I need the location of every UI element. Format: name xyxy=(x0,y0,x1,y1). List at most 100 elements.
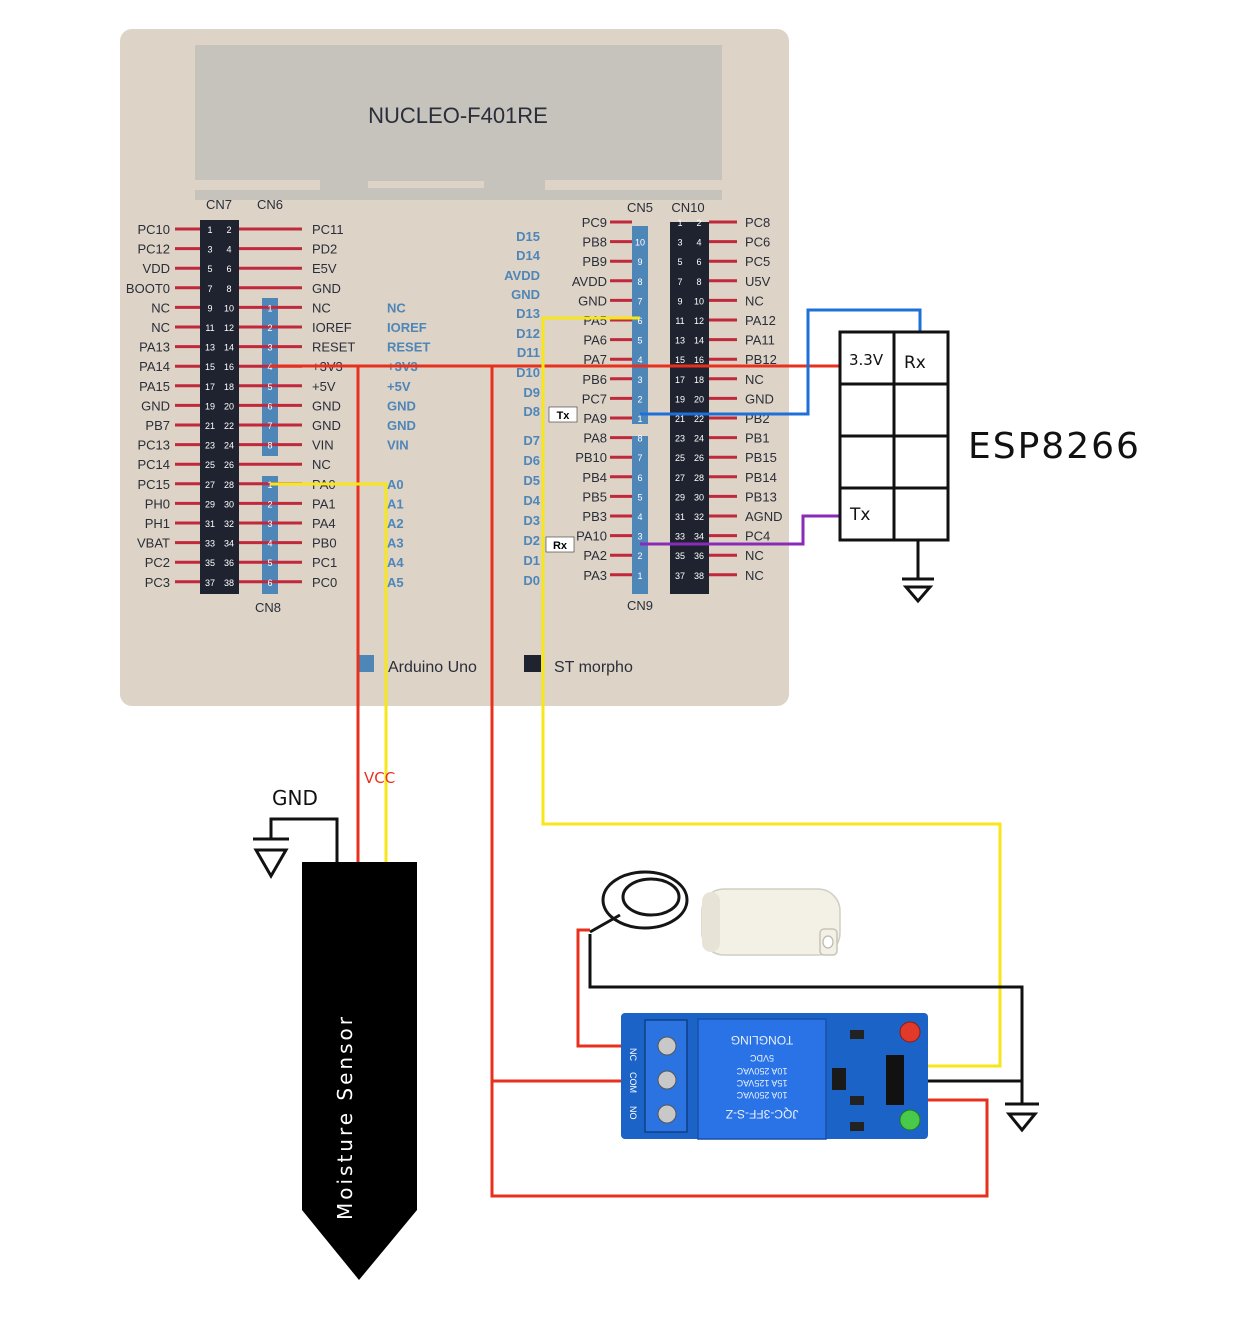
ground-icon xyxy=(253,837,289,880)
cn7-pin-label: E5V xyxy=(312,261,337,276)
arduino-analog-label: A1 xyxy=(387,496,404,511)
arduino-digital-label: D9 xyxy=(523,385,540,400)
cn7-pin-number: 18 xyxy=(224,382,234,392)
arduino-digital-label: GND xyxy=(511,287,540,302)
cn7-pin-number: 20 xyxy=(224,401,234,411)
wire-sensor-gnd xyxy=(269,817,339,862)
relay-pin-header xyxy=(886,1055,904,1105)
relay-transistor xyxy=(832,1068,846,1090)
ground-icon xyxy=(902,577,934,604)
cn7-pin-number: 28 xyxy=(224,480,234,490)
cn10-pin-number: 23 xyxy=(675,434,685,444)
cn10-pin-number: 20 xyxy=(694,394,704,404)
cn7-pin-number: 21 xyxy=(205,421,215,431)
arduino-power-label: GND xyxy=(387,418,416,433)
cn7-pin-label: PC15 xyxy=(137,477,170,492)
relay-led-green xyxy=(899,1109,921,1131)
cn10-pin-label: PB8 xyxy=(582,235,607,250)
relay-rating-2: 15A 125VAC xyxy=(736,1078,787,1088)
cn10-pin-number: 25 xyxy=(675,453,685,463)
cn7-pin-label: PC3 xyxy=(145,575,170,590)
cn7-pin-number: 8 xyxy=(226,284,231,294)
cn7-pin-number: 5 xyxy=(207,264,212,274)
cn10-pin-number: 10 xyxy=(694,296,704,306)
cn10-pin-label: PB6 xyxy=(582,372,607,387)
relay-rating-3: 10A 250VAC xyxy=(736,1066,787,1076)
cn6-pin-number: 3 xyxy=(267,343,272,353)
cn7-pin-label: PC13 xyxy=(137,438,170,453)
arduino-digital-label: D7 xyxy=(523,433,540,448)
cn7-pin-number: 26 xyxy=(224,460,234,470)
cn6-pin-number: 7 xyxy=(267,421,272,431)
relay-smd xyxy=(850,1030,864,1039)
cn7-pin-label: NC xyxy=(312,457,331,472)
cn9-pin-number: 2 xyxy=(637,551,642,561)
cn10-pin-number: 36 xyxy=(694,551,704,561)
wire-uart-tx xyxy=(640,308,922,416)
relay-terminal-nc: NC xyxy=(628,1048,638,1061)
relay-screw-no xyxy=(657,1104,677,1124)
cn7-label: CN7 xyxy=(206,197,232,212)
cn7-header xyxy=(200,220,239,594)
cn5-pin-number: 5 xyxy=(637,336,642,346)
arduino-digital-label: D4 xyxy=(523,493,540,508)
board-top-panel xyxy=(195,45,722,200)
cn7-pin-number: 36 xyxy=(224,558,234,568)
arduino-digital-label: D13 xyxy=(516,306,540,321)
cn7-pin-label: PH0 xyxy=(145,496,170,511)
arduino-digital-label: D6 xyxy=(523,453,540,468)
cn7-pin-label: PA4 xyxy=(312,516,336,531)
arduino-analog-label: A2 xyxy=(387,516,404,531)
cn7-pin-number: 15 xyxy=(205,362,215,372)
cn10-pin-label: PB14 xyxy=(745,470,777,485)
cn10-pin-number: 32 xyxy=(694,512,704,522)
cn7-pin-label: PC10 xyxy=(137,222,170,237)
panel-notch-right xyxy=(545,181,722,190)
cn7-pin-number: 29 xyxy=(205,499,215,509)
arduino-digital-label: D1 xyxy=(523,553,540,568)
cn9-pin-number: 4 xyxy=(637,512,642,522)
cn10-pin-number: 6 xyxy=(696,257,701,267)
cn7-pin-label: VDD xyxy=(143,261,170,276)
cn7-pin-number: 35 xyxy=(205,558,215,568)
cn10-pin-number: 30 xyxy=(694,492,704,502)
relay-brand: TONGLING xyxy=(731,1033,793,1047)
legend-morpho-swatch xyxy=(524,655,541,672)
arduino-power-label: +5V xyxy=(387,379,411,394)
cn7-pin-label: NC xyxy=(312,300,331,315)
cn7-pin-label: BOOT0 xyxy=(126,281,170,296)
cn8-pin-number: 4 xyxy=(267,539,272,549)
cn6-label: CN6 xyxy=(257,197,283,212)
cn10-pin-label: PA11 xyxy=(745,333,775,348)
arduino-power-label: NC xyxy=(387,300,406,315)
cn10-label: CN10 xyxy=(671,200,704,215)
cn8-pin-number: 6 xyxy=(267,578,272,588)
cn10-pin-label: NC xyxy=(745,568,764,583)
cn7-pin-number: 16 xyxy=(224,362,234,372)
legend-arduino-swatch xyxy=(357,655,374,672)
cn7-pin-number: 6 xyxy=(226,264,231,274)
wire-uart-rx xyxy=(640,514,840,546)
cn7-pin-label: PC2 xyxy=(145,555,170,570)
cn10-pin-number: 8 xyxy=(696,277,701,287)
cn10-pin-number: 15 xyxy=(675,355,685,365)
relay-rating-1: 10A 250VAC xyxy=(736,1090,787,1100)
cn5-header xyxy=(632,226,648,424)
arduino-analog-label: A5 xyxy=(387,575,404,590)
cn9-pin-number: 3 xyxy=(637,532,642,542)
cn7-pin-number: 23 xyxy=(205,441,215,451)
cn7-pin-label: GND xyxy=(312,398,341,413)
cn7-pin-number: 7 xyxy=(207,284,212,294)
cn10-pin-number: 9 xyxy=(677,296,682,306)
vcc-label: VCC xyxy=(364,769,395,787)
cn7-pin-label: GND xyxy=(141,398,170,413)
arduino-digital-label: D11 xyxy=(517,345,540,360)
cn7-pin-number: 32 xyxy=(224,519,234,529)
cn7-pin-number: 1 xyxy=(207,225,212,235)
cn9-label: CN9 xyxy=(627,598,653,613)
cn6-pin-number: 5 xyxy=(267,382,272,392)
cn7-pin-label: IOREF xyxy=(312,320,352,335)
relay-terminal-no: NO xyxy=(628,1106,638,1120)
cn7-pin-label: VIN xyxy=(312,438,334,453)
cn10-pin-number: 13 xyxy=(675,336,685,346)
